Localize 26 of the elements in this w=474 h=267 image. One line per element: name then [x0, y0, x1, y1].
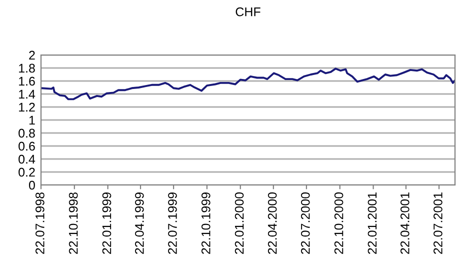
line-series	[41, 68, 455, 100]
y-tick-label: 1.4	[19, 90, 36, 99]
y-tick-label: 0.4	[18, 154, 36, 164]
x-tick-label: 22.10.2000	[334, 192, 344, 254]
x-tick-label: 22.04.2001	[400, 192, 410, 254]
x-tick-label: 22.01.2000	[234, 192, 244, 254]
y-tick-label: 2	[29, 50, 35, 60]
x-tick-label: 22.01.1999	[102, 192, 112, 254]
x-tick-label: 22.07.2000	[300, 192, 310, 254]
y-tick-label: 1.6	[19, 76, 35, 86]
y-tick-label: 0.2	[18, 168, 35, 177]
x-tick-label: 22.07.1999	[168, 192, 177, 254]
y-tick-label: 0	[28, 180, 35, 190]
y-tick-label: 1.8	[19, 64, 35, 73]
x-tick-label: 22.01.2001	[368, 192, 377, 254]
x-tick-label: 22.10.1998	[68, 192, 78, 254]
x-tick-label: 22.07.1998	[36, 192, 44, 254]
y-tick-label: 1.2	[19, 102, 35, 112]
x-tick-label: 22.10.1999	[201, 192, 210, 254]
y-tick-label: 0.6	[18, 142, 35, 151]
y-tick-label: 1	[29, 116, 35, 125]
x-tick-label: 22.04.2000	[268, 192, 277, 254]
chart-title: CHF	[236, 7, 260, 16]
y-tick-label: 0.8	[18, 128, 35, 138]
x-tick-label: 22.04.1999	[135, 192, 144, 254]
x-tick-label: 22.07.2001	[434, 192, 442, 254]
